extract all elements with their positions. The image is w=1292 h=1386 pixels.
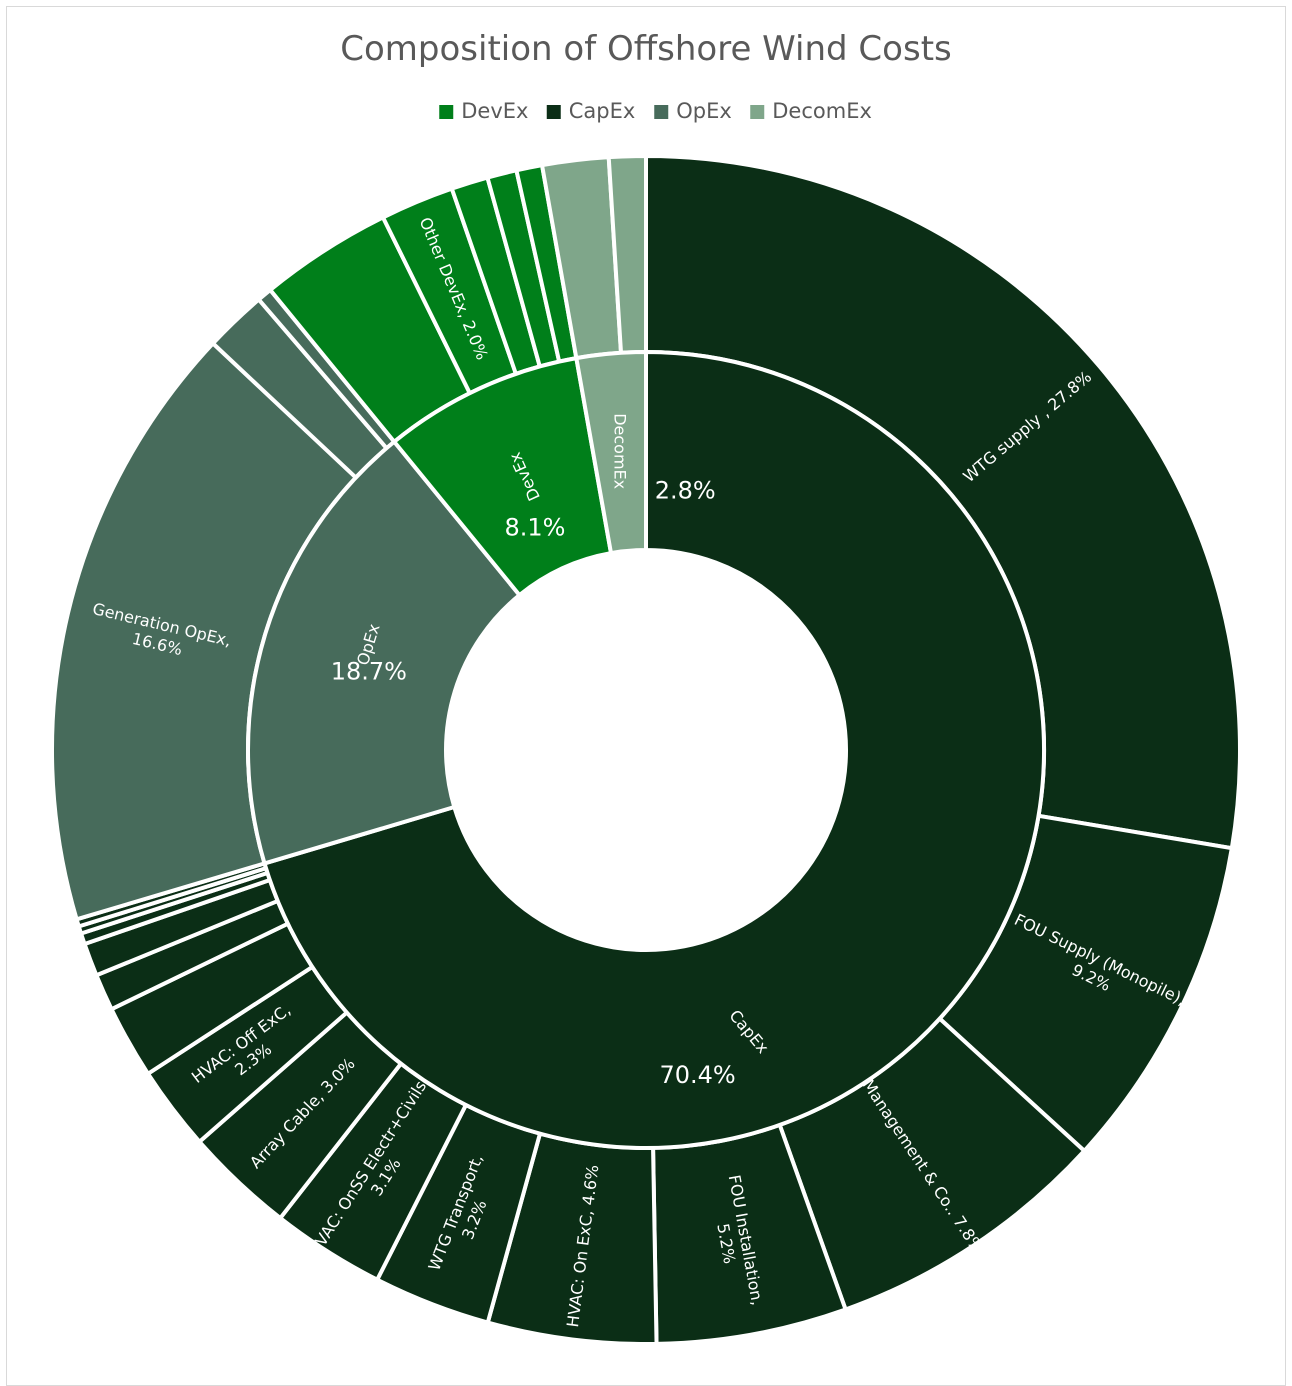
inner-value-devex: 8.1% <box>505 513 566 541</box>
inner-segment-opex <box>246 439 522 866</box>
legend-label-opex: OpEx <box>676 99 732 123</box>
legend-label-devex: DevEx <box>461 99 528 123</box>
inner-segment-capex <box>262 350 1046 1150</box>
legend-label-decomex: DecomEx <box>772 99 872 123</box>
inner-ring <box>246 350 1046 1150</box>
legend-label-capex: CapEx <box>569 99 636 123</box>
legend-swatch-devex <box>439 105 454 119</box>
legend-swatch-opex <box>654 105 669 119</box>
legend: DevEx CapEx OpEx DecomEx <box>439 99 872 123</box>
legend-swatch-decomex <box>750 105 765 119</box>
legend-swatch-capex <box>546 105 561 119</box>
legend-item-capex: CapEx <box>546 99 636 123</box>
inner-value-decomex: 2.8% <box>655 476 716 504</box>
inner-value-capex: 70.4% <box>659 1061 735 1089</box>
legend-item-opex: OpEx <box>654 99 732 123</box>
legend-item-devex: DevEx <box>439 99 528 123</box>
inner-value-opex: 18.7% <box>331 658 407 686</box>
chart-title: Composition of Offshore Wind Costs <box>340 29 952 69</box>
outer-ring <box>50 154 1242 1346</box>
legend-item-decomex: DecomEx <box>750 99 872 123</box>
inner-segment-decomex <box>574 350 648 556</box>
inner-name-decomex: DecomEx <box>611 413 630 489</box>
